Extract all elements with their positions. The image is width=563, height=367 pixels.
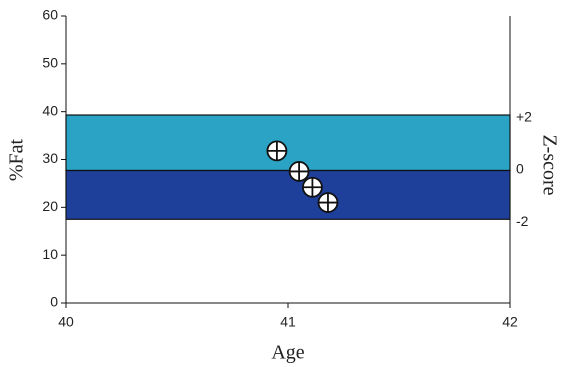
band bbox=[65, 169, 511, 220]
band bbox=[65, 114, 511, 172]
y-tick-label: 60 bbox=[42, 7, 58, 23]
point bbox=[266, 140, 288, 162]
y2-tick-label: -2 bbox=[516, 213, 529, 229]
y-tick-label: 40 bbox=[42, 102, 58, 118]
y-tick-label: 50 bbox=[42, 55, 58, 71]
point bbox=[288, 161, 310, 182]
y2-tick-label: +2 bbox=[516, 108, 532, 124]
y-tick-label: 10 bbox=[42, 246, 58, 262]
x-tick-label: 41 bbox=[280, 314, 296, 330]
x-axis-label: Age bbox=[271, 342, 304, 364]
x-tick-label: 42 bbox=[502, 314, 518, 330]
y-tick-label: 20 bbox=[42, 198, 58, 214]
point bbox=[317, 192, 339, 213]
x-tick-label: 40 bbox=[58, 314, 74, 330]
y2-tick-label: 0 bbox=[516, 161, 524, 177]
point bbox=[302, 176, 323, 198]
y-axis-label: %Fat bbox=[6, 138, 28, 181]
y2-axis-label: Z-score bbox=[538, 134, 560, 195]
y-tick-label: 0 bbox=[50, 294, 58, 310]
y-tick-label: 30 bbox=[42, 150, 58, 166]
